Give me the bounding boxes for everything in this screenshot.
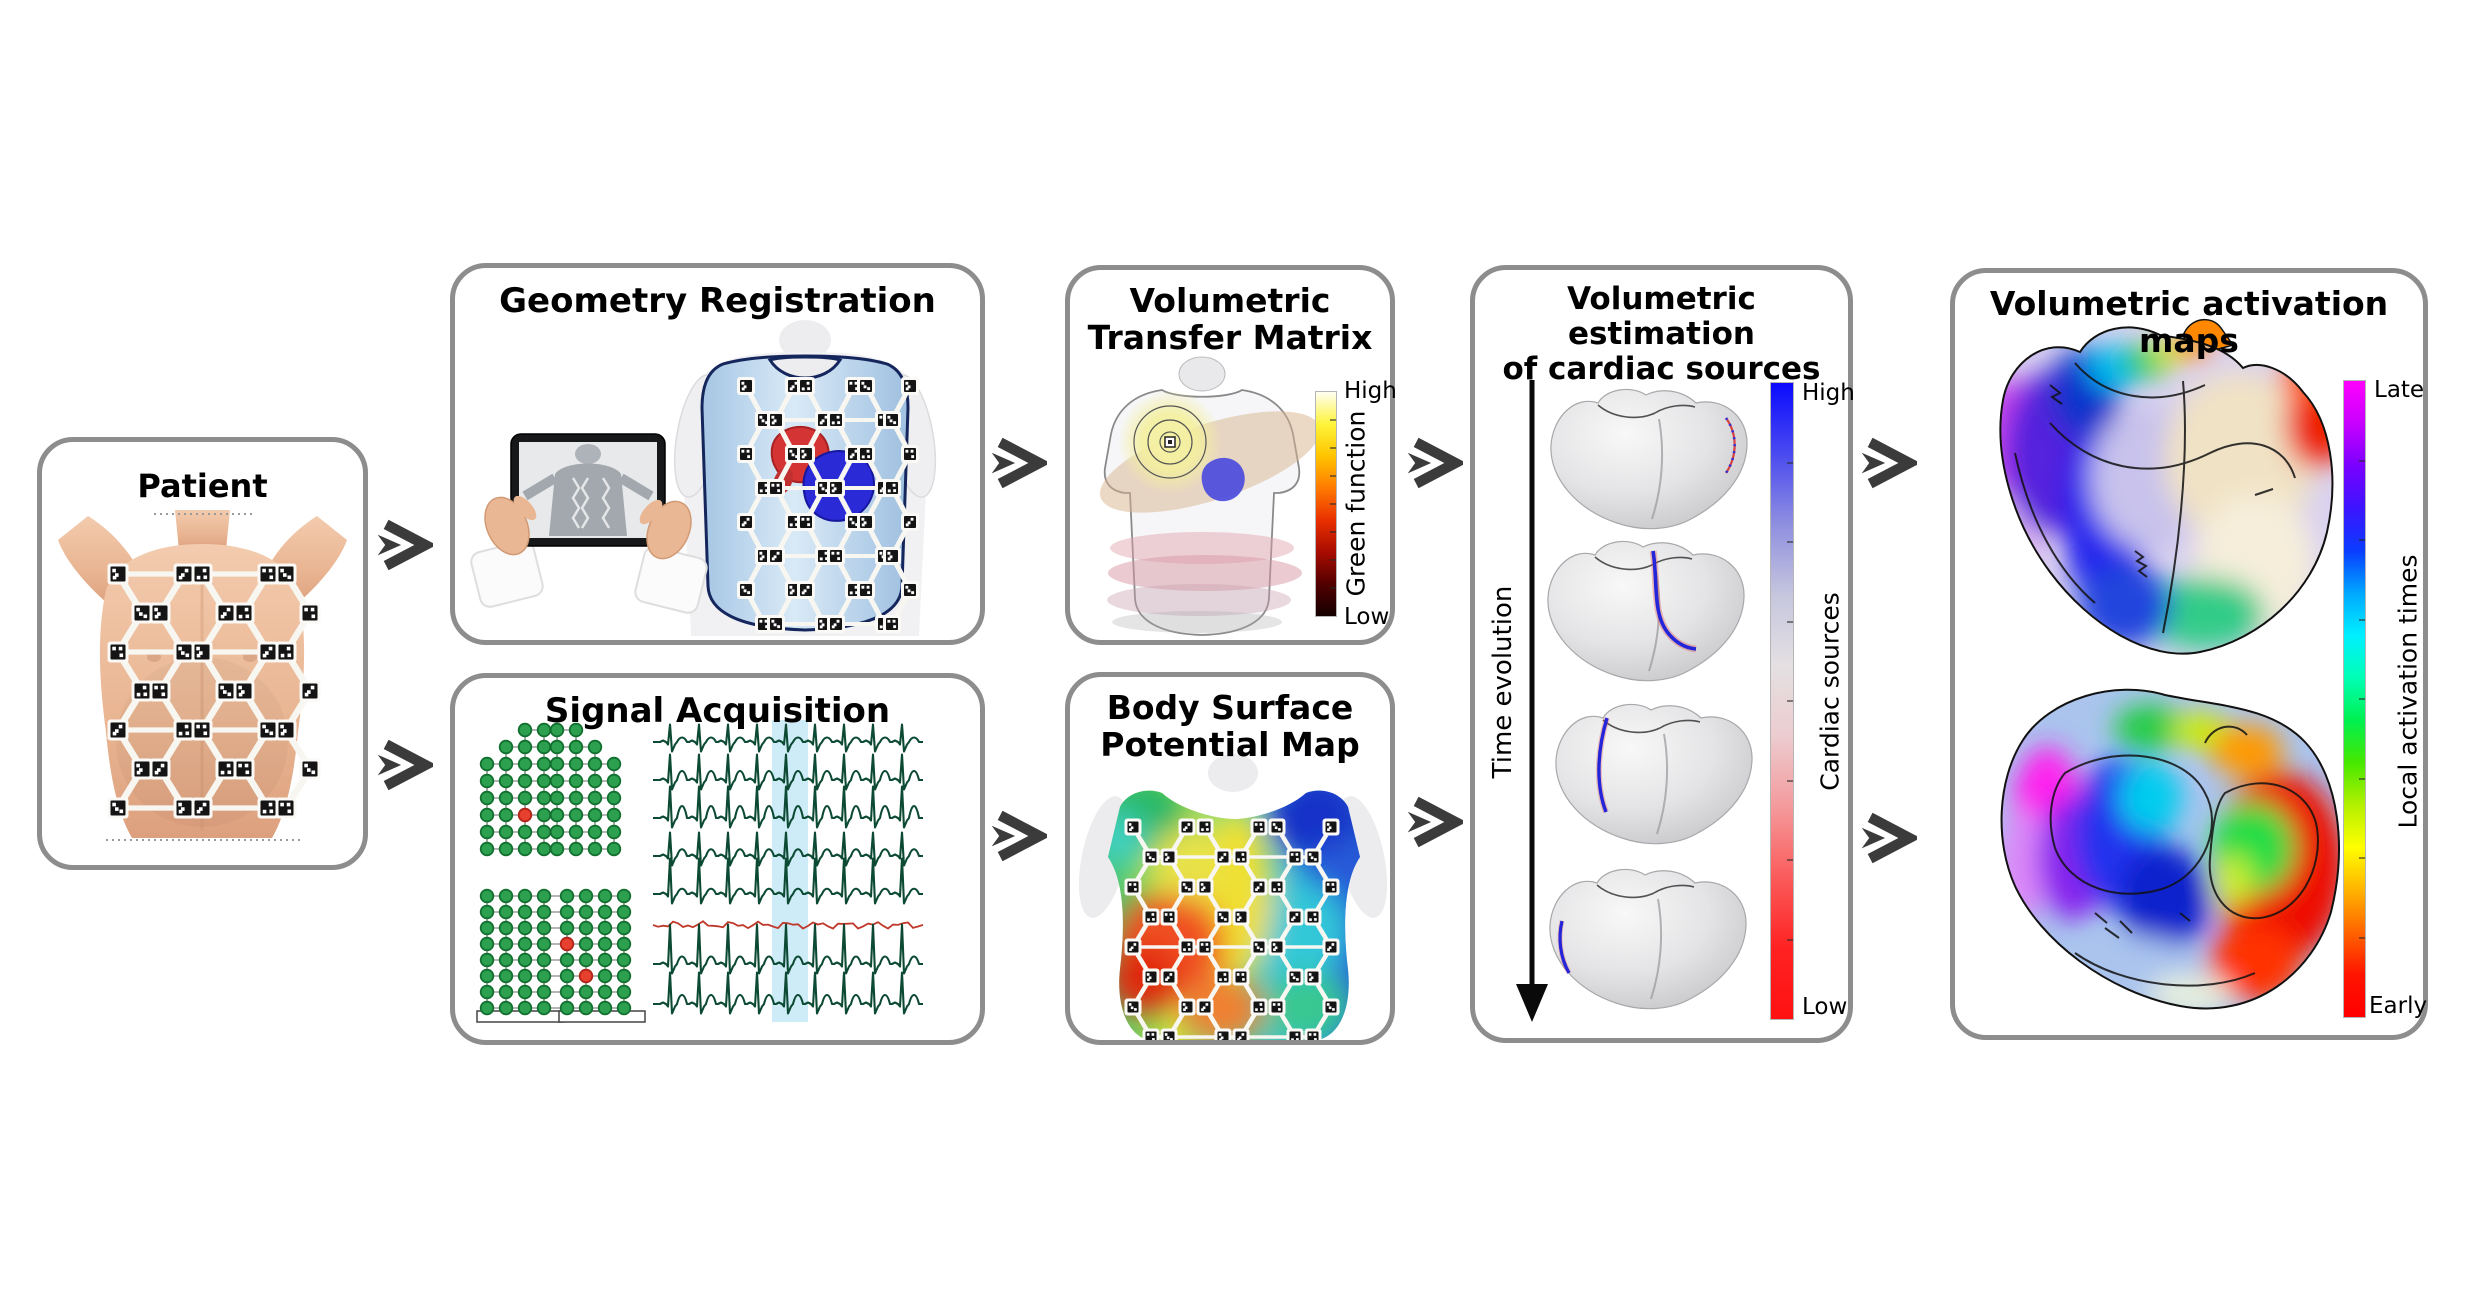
flow-arrow-icon xyxy=(1407,796,1463,848)
panel-title-volumetric-transfer-matrix: Volumetric Transfer Matrix xyxy=(1070,282,1390,357)
flow-arrow-icon xyxy=(991,437,1047,489)
panel-geometry-registration: Geometry Registration xyxy=(450,263,985,645)
patient-torso-photo xyxy=(58,510,347,841)
panel-title-body-surface-potential-map: Body Surface Potential Map xyxy=(1070,689,1390,764)
title-line-2: of cardiac sources xyxy=(1502,351,1821,388)
activation-heart-long-axis xyxy=(1999,318,2334,655)
heart-contour-lines xyxy=(2014,362,2296,634)
flow-arrow-icon xyxy=(377,519,433,571)
colorbar-low-label: Low xyxy=(1344,604,1390,630)
panel-volumetric-transfer-matrix: Volumetric Transfer Matrix xyxy=(1065,265,1397,645)
panel-title-volumetric-estimation: Volumetric estimation of cardiac sources xyxy=(1475,281,1848,388)
colorbar-high-label: High xyxy=(1802,380,1855,406)
panel-title-geometry-registration: Geometry Registration xyxy=(499,281,936,321)
panel-title-volumetric-activation-maps: Volumetric activation maps xyxy=(1989,284,2389,361)
activation-times-colorbar xyxy=(2343,380,2366,1018)
time-axis-label: Time evolution xyxy=(1488,585,1518,779)
right-hand xyxy=(646,500,692,560)
signal-acquisition-illustration xyxy=(476,720,924,1023)
panel-body-surface-potential-map: Body Surface Potential Map xyxy=(1065,672,1395,1045)
time-arrow-head xyxy=(1516,984,1548,1022)
bspm-torso xyxy=(1078,754,1388,1040)
heart-frame-1 xyxy=(1549,388,1749,530)
flow-arrow-icon xyxy=(991,810,1047,862)
activation-heart-short-axis xyxy=(2000,688,2340,1010)
panel-volumetric-estimation: Volumetric estimation of cardiac sources xyxy=(1470,265,1855,1043)
cardiac-sources-time-sequence xyxy=(1516,380,1754,1022)
colorbar-low-label: Low xyxy=(1802,994,1848,1020)
heart-frame-4 xyxy=(1548,868,1748,1010)
activation-maps-hearts xyxy=(1999,318,2340,1010)
ecg-traces xyxy=(652,723,924,1015)
flow-arrow-icon xyxy=(1861,437,1917,489)
title-line-1: Volumetric xyxy=(1129,281,1331,320)
flow-arrow-icon xyxy=(377,739,433,791)
patient-electrode-mesh xyxy=(107,563,321,819)
panel-title-signal-acquisition: Signal Acquisition xyxy=(544,691,891,731)
panel-volumetric-activation-maps: Volumetric activation maps xyxy=(1950,268,2428,1040)
colorbar-early-label: Early xyxy=(2369,993,2428,1019)
registration-vest-mesh xyxy=(737,377,919,633)
flow-arrow-icon xyxy=(1407,437,1463,489)
ecg-highlight-band xyxy=(772,720,808,1022)
heart-frame-2 xyxy=(1546,540,1746,682)
panel-title-patient: Patient xyxy=(137,467,268,505)
green-function-colorbar xyxy=(1315,391,1337,617)
tablet-scanner xyxy=(470,433,708,614)
cardiac-sources-colorbar xyxy=(1770,382,1794,1020)
flow-arrow-icon xyxy=(1861,812,1917,864)
bspm-electrode-mesh xyxy=(1124,818,1340,1040)
left-hand xyxy=(484,496,530,556)
title-line-2: Potential Map xyxy=(1100,725,1360,765)
heart-contour-lines xyxy=(2049,725,2319,987)
electrode-layout-diagrams xyxy=(476,722,646,1023)
title-line-1: Body Surface xyxy=(1106,688,1354,727)
colorbar-axis-label: Green function xyxy=(1341,410,1371,597)
colorbar-axis-label: Local activation times xyxy=(2393,554,2423,829)
heart-frame-3 xyxy=(1554,703,1754,845)
title-line-1: Volumetric estimation xyxy=(1567,281,1756,353)
title-line-2: Transfer Matrix xyxy=(1087,318,1373,358)
colorbar-high-label: High xyxy=(1344,378,1397,404)
colorbar-axis-label: Cardiac sources xyxy=(1815,592,1845,791)
panel-patient: Patient xyxy=(37,437,368,870)
heart-blob-blue xyxy=(1201,457,1245,502)
geometry-registration-illustration xyxy=(470,320,937,636)
panel-signal-acquisition: Signal Acquisition xyxy=(450,673,985,1045)
colorbar-late-label: Late xyxy=(2374,377,2425,403)
transfer-matrix-torso xyxy=(1099,356,1321,636)
